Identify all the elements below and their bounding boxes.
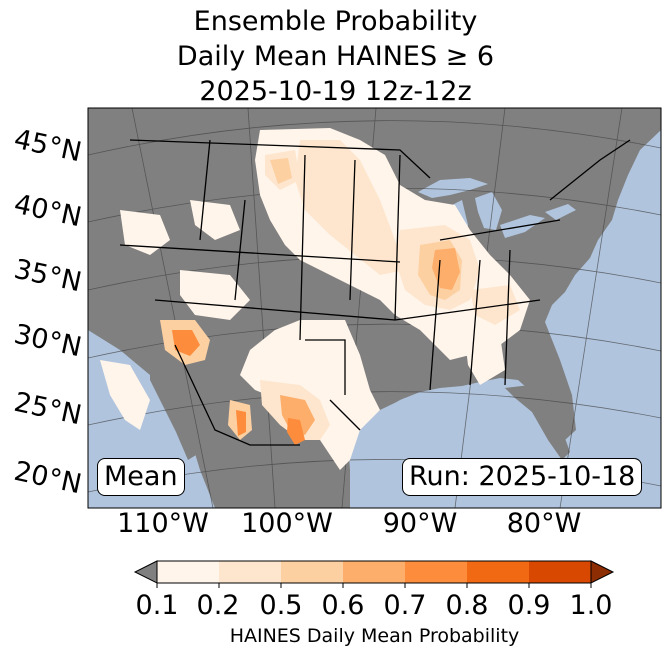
colorbar-segment <box>157 561 220 583</box>
colorbar-segment <box>343 561 406 583</box>
longitude-labels: 110°W 100°W 90°W 80°W <box>117 508 581 539</box>
colorbar-over-arrow <box>590 560 615 584</box>
colorbar-segment <box>405 561 468 583</box>
colorbar-tick-2: 0.5 <box>259 590 303 621</box>
colorbar-tick-3: 0.6 <box>321 590 365 621</box>
latitude-labels: 45°N 40°N 35°N 30°N 25°N 20°N <box>11 124 84 500</box>
state-boundaries <box>119 139 631 446</box>
title-line-3: 2025-10-19 12z-12z <box>199 76 472 107</box>
colorbar-tick-5: 0.8 <box>445 590 489 621</box>
lat-label-35: 35°N <box>11 254 84 298</box>
colorbar-tick-6: 0.9 <box>507 590 551 621</box>
title-line-2: Daily Mean HAINES ≥ 6 <box>176 41 495 72</box>
lon-label-80: 80°W <box>507 508 582 539</box>
lon-label-100: 100°W <box>241 508 333 539</box>
colorbar-segment <box>529 561 592 583</box>
lat-label-40: 40°N <box>11 189 84 233</box>
lat-label-25: 25°N <box>11 387 84 431</box>
lat-label-45: 45°N <box>11 124 84 168</box>
lat-label-20: 20°N <box>11 456 84 500</box>
colorbar-under-arrow <box>133 560 158 584</box>
colorbar-tick-7: 1.0 <box>569 590 613 621</box>
statistic-label: Mean <box>97 458 185 496</box>
colorbar-title: HAINES Daily Mean Probability <box>229 625 520 647</box>
lon-label-90: 90°W <box>383 508 458 539</box>
colorbar-segment <box>219 561 282 583</box>
run-date-label: Run: 2025-10-18 <box>402 458 643 496</box>
colorbar-tick-4: 0.7 <box>383 590 427 621</box>
title-line-1: Ensemble Probability <box>193 6 478 37</box>
colorbar-tick-0: 0.1 <box>135 590 179 621</box>
colorbar-outline <box>156 560 592 584</box>
colorbar-segment <box>467 561 530 583</box>
colorbar-tick-1: 0.2 <box>196 590 240 621</box>
probability-map: 45°N 40°N 35°N 30°N 25°N 20°N 110°W 100°… <box>11 107 662 539</box>
lat-label-30: 30°N <box>11 319 84 363</box>
lon-label-110: 110°W <box>117 508 209 539</box>
colorbar-segment <box>281 561 344 583</box>
